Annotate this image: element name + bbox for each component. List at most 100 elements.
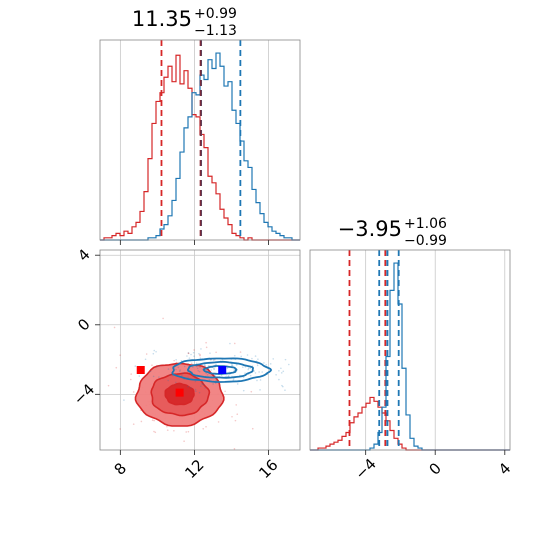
blue-histogram [100, 52, 300, 241]
blue-sample-point [251, 357, 253, 360]
blue-sample-point [261, 371, 263, 373]
blue-sample-point [249, 367, 252, 370]
blue-sample-point [230, 364, 233, 367]
blue-sample-point [195, 362, 198, 365]
histogram-y-panel: −4 0 4 −3.95 +1.06−0.99 [309, 216, 515, 483]
blue-sample-point [175, 381, 177, 384]
red-sample-point [233, 447, 236, 450]
blue-sample-point [203, 364, 206, 366]
red-sample-point [185, 431, 188, 433]
blue-sample-point [183, 365, 186, 368]
red-sample-point [199, 353, 201, 356]
blue-sample-point [199, 366, 201, 368]
red-sample-point [202, 428, 205, 430]
axes-frame [99, 249, 301, 451]
y-tick-label: 0 [74, 315, 93, 334]
red-sample-point [193, 349, 195, 351]
blue-contour-level [186, 360, 254, 379]
blue-sample-point [158, 364, 161, 367]
blue-sample-point [175, 359, 177, 361]
blue-sample-point [282, 385, 284, 388]
red-sample-point [140, 420, 143, 423]
blue-sample-point [254, 355, 257, 357]
blue-sample-point [227, 375, 230, 378]
blue-sample-point [199, 385, 202, 388]
red-sample-point [205, 346, 208, 349]
blue-sample-point [192, 351, 195, 354]
blue-sample-point [180, 359, 183, 362]
blue-sample-point [232, 379, 235, 381]
blue-sample-point [256, 364, 259, 367]
blue-sample-point [240, 355, 243, 358]
red-sample-point [187, 430, 190, 433]
histogram-x-panel: 11.35 +0.99−1.13 [99, 6, 301, 245]
blue-sample-point [175, 368, 177, 371]
red-sample-point [132, 391, 135, 393]
blue-histogram [310, 262, 510, 451]
blue-sample-point [282, 370, 285, 373]
blue-sample-point [204, 364, 206, 367]
blue-sample-point [249, 374, 252, 377]
blue-sample-point [158, 376, 160, 378]
title-median: −3.95 [338, 217, 402, 241]
red-sample-point [235, 404, 238, 406]
blue-sample-point [187, 352, 190, 354]
blue-sample-point [214, 374, 216, 377]
blue-sample-point [167, 368, 170, 370]
blue-sample-point [209, 352, 211, 354]
blue-sample-point [187, 362, 189, 365]
blue-sample-point [182, 372, 184, 374]
blue-sample-point [134, 365, 137, 367]
blue-sample-point [200, 382, 203, 385]
blue-sample-point [202, 383, 204, 386]
blue-sample-point [212, 359, 215, 361]
red-sample-point [231, 415, 233, 418]
blue-sample-point [232, 378, 235, 380]
blue-sample-point [144, 358, 147, 361]
blue-sample-point [186, 355, 188, 357]
red-sample-point [130, 378, 132, 381]
red-sample-point [166, 425, 168, 428]
blue-sample-point [196, 367, 199, 370]
blue-sample-point [208, 378, 211, 381]
red-sample-point [224, 390, 226, 393]
red-sample-point [153, 419, 155, 422]
blue-sample-point [123, 399, 125, 401]
red-sample-point [199, 354, 201, 357]
blue-sample-point [247, 368, 250, 371]
blue-sample-point [256, 379, 258, 382]
red-sample-point [132, 423, 135, 425]
truth-marker [175, 388, 184, 397]
red-sample-point [130, 373, 132, 375]
blue-sample-point [194, 380, 197, 383]
blue-sample-point [192, 366, 194, 368]
blue-sample-point [272, 358, 275, 360]
title-minus-error: −1.13 [194, 23, 237, 39]
blue-sample-point [229, 342, 231, 345]
blue-sample-point [200, 348, 202, 350]
blue-sample-point [206, 369, 208, 371]
blue-sample-point [236, 383, 239, 385]
blue-sample-point [332, 371, 334, 373]
blue-sample-point [203, 383, 205, 386]
blue-sample-point [179, 369, 181, 371]
red-sample-point [251, 427, 254, 430]
blue-sample-point [213, 367, 215, 370]
red-histogram [100, 54, 300, 241]
blue-sample-point [280, 367, 282, 370]
blue-sample-point [155, 350, 157, 353]
blue-contour-level [202, 365, 238, 375]
x-tick-label: −4 [351, 455, 379, 483]
red-sample-point [151, 364, 153, 367]
blue-sample-point [204, 366, 206, 368]
red-sample-point [113, 326, 116, 329]
red-sample-point [187, 352, 190, 355]
blue-sample-point [206, 373, 209, 376]
blue-sample-point [204, 387, 206, 389]
blue-sample-point [177, 366, 180, 369]
blue-sample-point [169, 374, 171, 376]
red-sample-point [205, 425, 207, 428]
blue-sample-point [212, 383, 214, 385]
blue-sample-point [188, 357, 191, 359]
x-tick-label: 8 [111, 459, 130, 478]
